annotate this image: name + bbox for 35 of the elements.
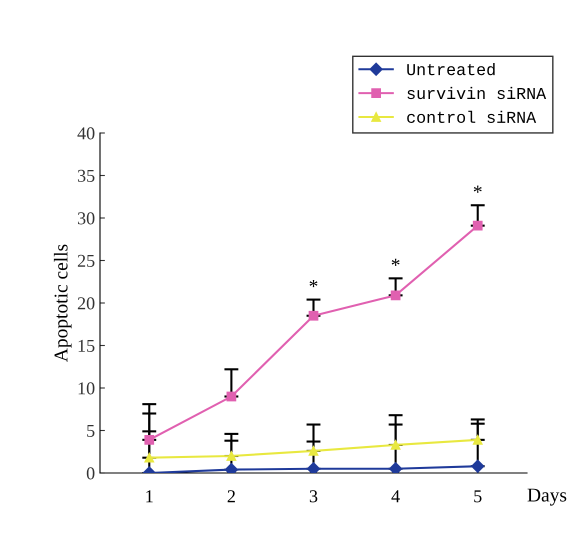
y-tick-label: 5 (87, 424, 94, 437)
x-tick-label: 4 (391, 490, 400, 502)
legend-label: control siRNA (407, 110, 536, 123)
point (390, 290, 400, 300)
point (472, 220, 483, 231)
point (472, 434, 483, 445)
point (144, 434, 154, 445)
point (390, 440, 400, 450)
point (308, 310, 318, 321)
x-tick-label: 5 (474, 490, 482, 502)
annotation: * (310, 280, 318, 288)
y-tick-label: 20 (78, 297, 94, 310)
x-tick-label: 1 (146, 490, 153, 502)
y-tick-label: 40 (77, 127, 94, 140)
annotation: * (392, 258, 400, 266)
point (226, 451, 236, 461)
point (308, 446, 318, 456)
y-tick-label: 0 (86, 467, 94, 480)
point (144, 452, 154, 463)
y-tick-label: 35 (78, 170, 94, 182)
y-tick-label: 30 (78, 212, 94, 224)
legend-label: survivin siRNA (407, 86, 546, 100)
x-tick-label: 3 (310, 490, 318, 502)
point (226, 392, 236, 402)
y-axis-title: Apoptotic cells (54, 244, 72, 362)
legend-label: Untreated (407, 63, 495, 76)
y-tick-label: 15 (78, 340, 94, 352)
annotation: * (474, 186, 482, 193)
point (471, 460, 484, 473)
point (306, 462, 320, 473)
y-tick-label: 10 (78, 382, 94, 394)
y-tick-label: 25 (78, 254, 94, 267)
point (389, 462, 402, 473)
x-axis-title: Days (528, 488, 566, 506)
x-tick-label: 2 (228, 490, 235, 502)
